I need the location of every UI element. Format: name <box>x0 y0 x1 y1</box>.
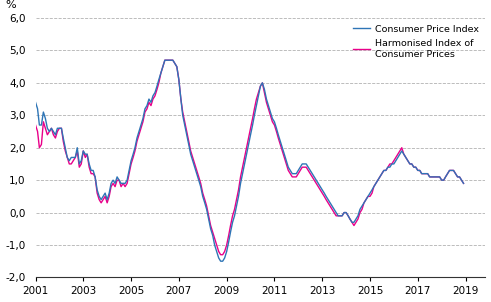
Line: Harmonised Index of
Consumer Prices: Harmonised Index of Consumer Prices <box>35 60 464 255</box>
Legend: Consumer Price Index, Harmonised Index of
Consumer Prices: Consumer Price Index, Harmonised Index o… <box>351 23 481 61</box>
Y-axis label: %: % <box>5 0 16 10</box>
Line: Consumer Price Index: Consumer Price Index <box>35 60 464 261</box>
